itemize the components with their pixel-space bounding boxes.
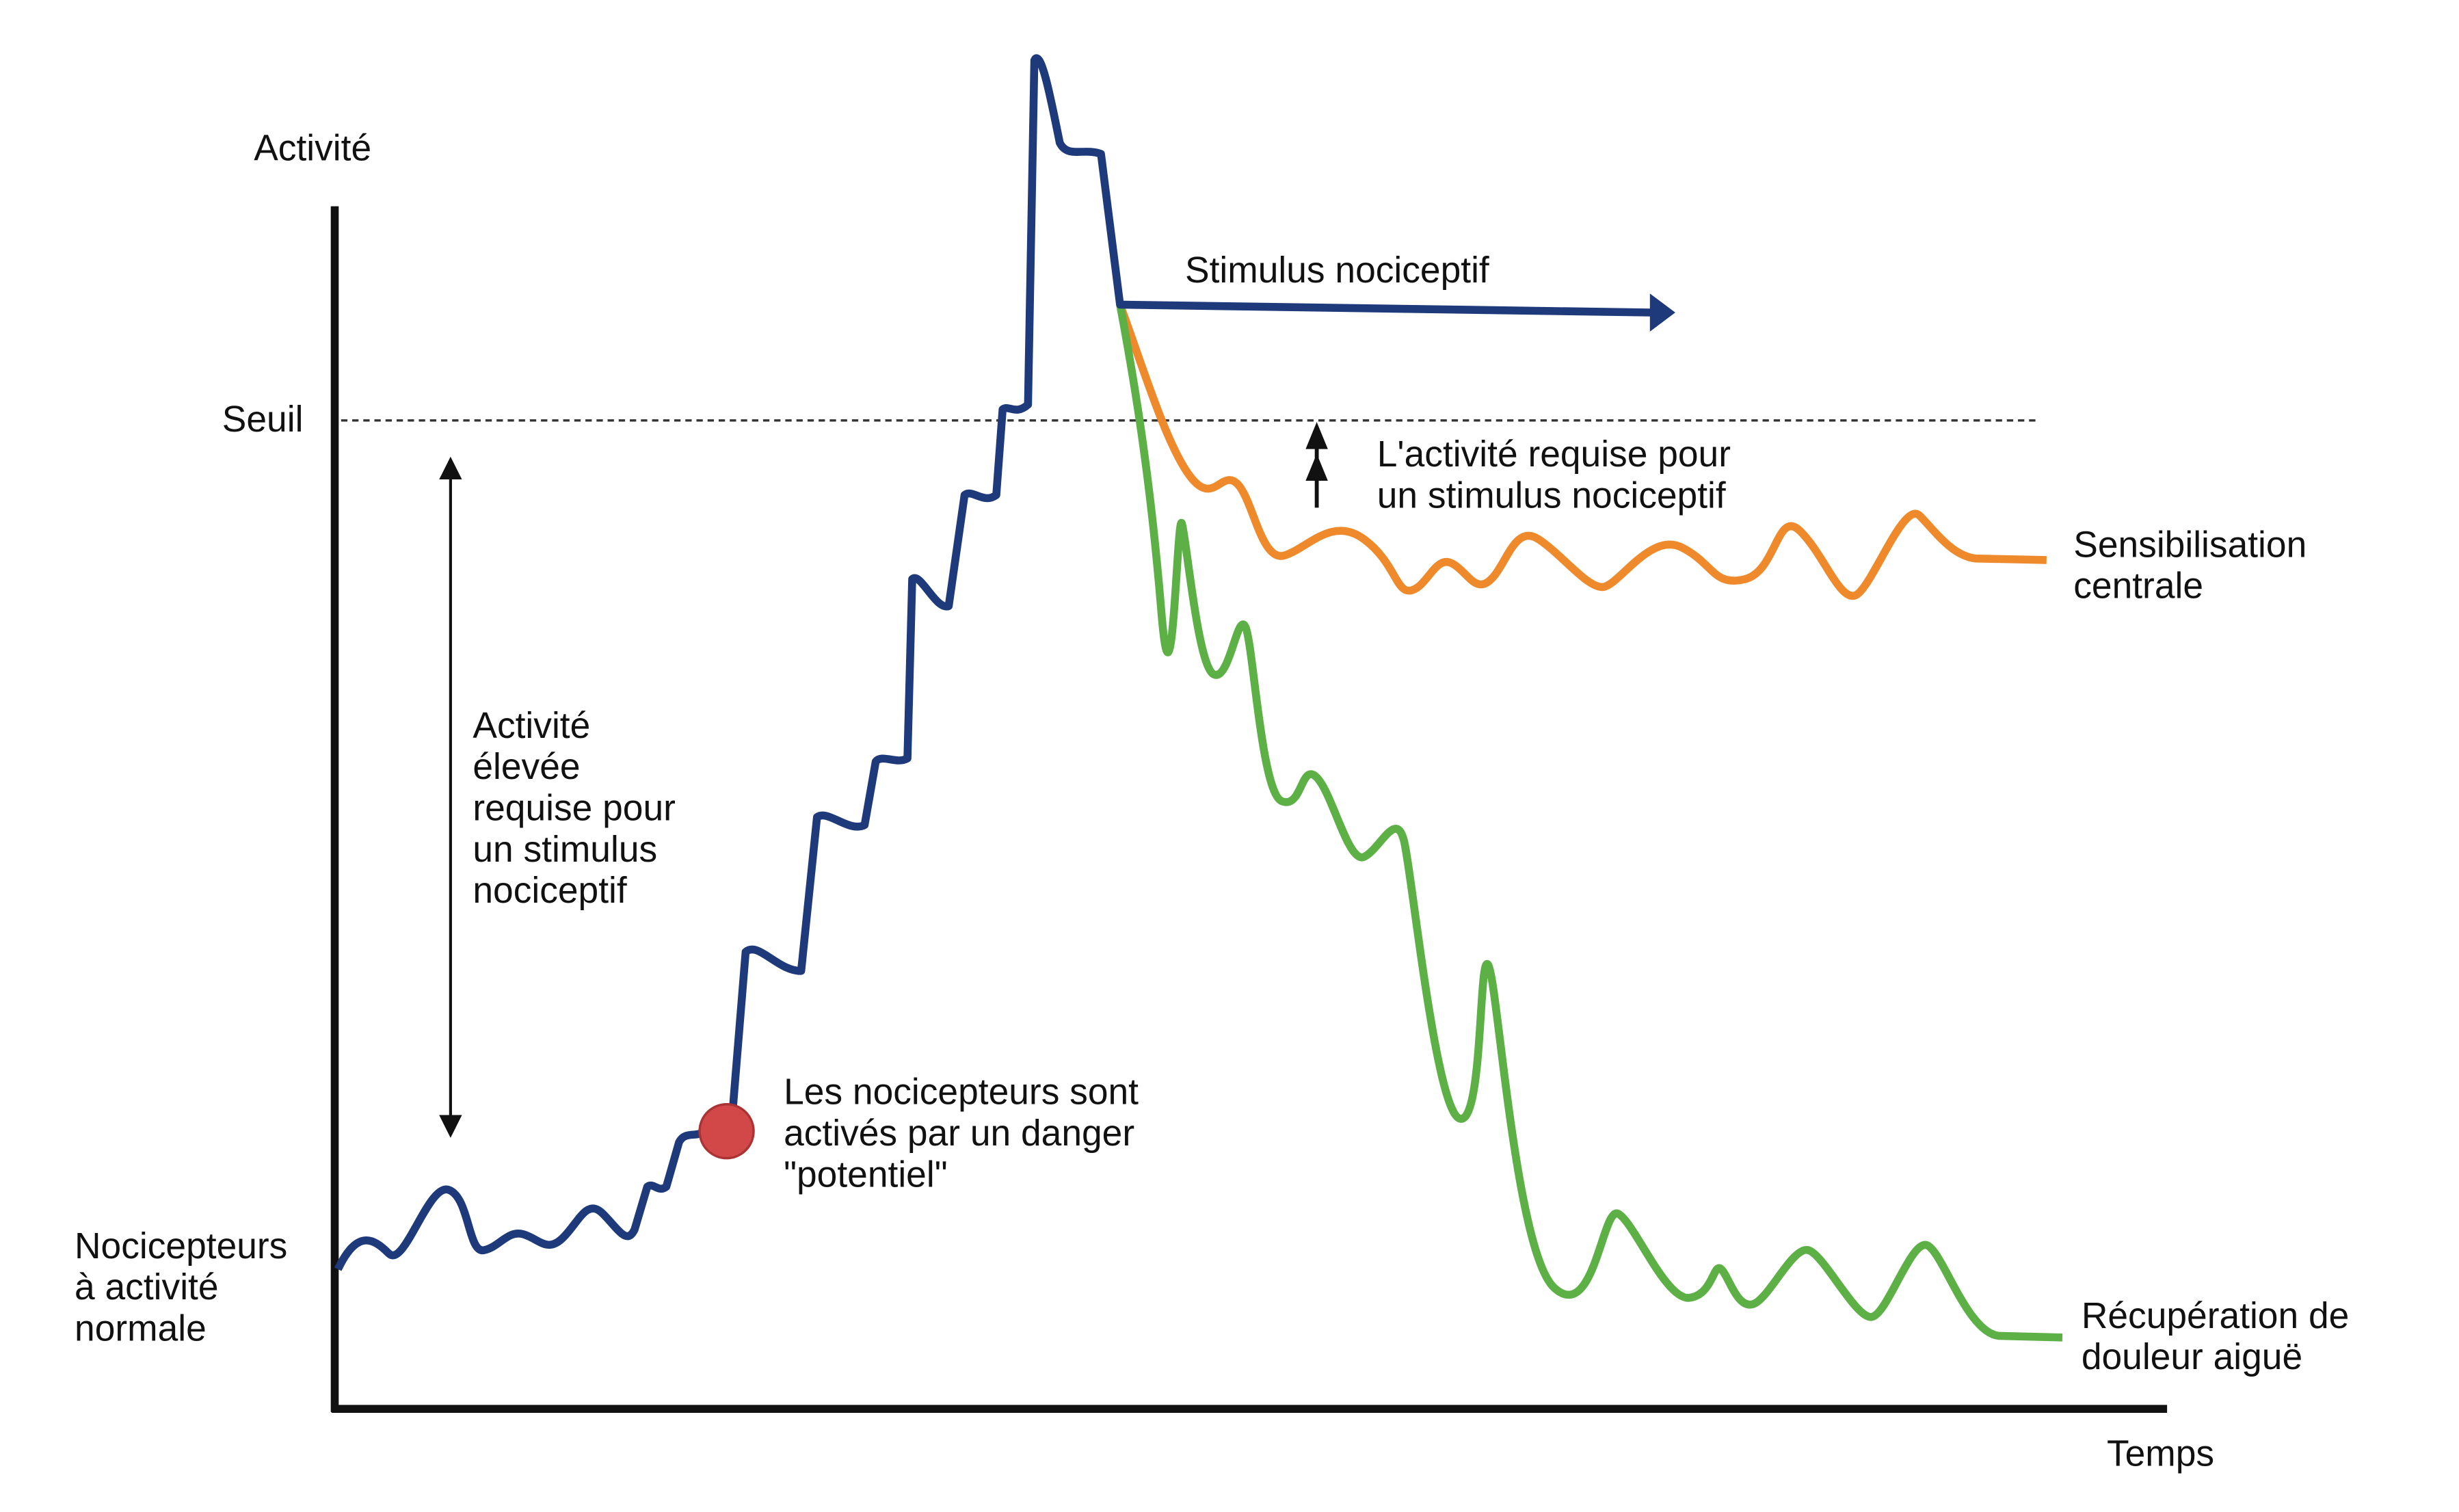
activation-point — [698, 1102, 755, 1160]
elevated-activity-label: requise pour — [473, 788, 676, 828]
sensitization-label: centrale — [2073, 566, 2203, 607]
up-arrow-head — [1305, 422, 1328, 481]
normal-activity-label: normale — [75, 1308, 207, 1349]
normal-activity-label: à activité — [75, 1267, 219, 1308]
y-axis-label: Activité — [254, 128, 371, 168]
sensitization-label: Sensibilisation — [2073, 525, 2307, 565]
activation-label: activés par un danger — [784, 1113, 1134, 1154]
elevated-activity-label: Activité — [473, 706, 590, 746]
elevated-activity-label: un stimulus — [473, 830, 657, 870]
threshold-label: Seuil — [222, 399, 304, 440]
stimulus-label: Stimulus nociceptif — [1185, 250, 1489, 291]
normal-activity-label: Nocicepteurs — [75, 1226, 287, 1266]
required-activity-label: L'activité requise pour — [1377, 434, 1731, 475]
elevated-activity-label: nociceptif — [473, 871, 627, 911]
elevated-activity-label: élevée — [473, 747, 580, 787]
required-activity-label: un stimulus nociceptif — [1377, 475, 1726, 516]
recovery-curve — [1116, 304, 2063, 1342]
sensitization-curve — [1116, 303, 2047, 600]
activation-label: Les nocicepteurs sont — [784, 1072, 1139, 1113]
stimulus-arrow-head — [1649, 293, 1675, 332]
activation-label: "potentiel" — [784, 1154, 948, 1195]
recovery-label: douleur aiguë — [2082, 1337, 2302, 1377]
x-axis-label: Temps — [2107, 1434, 2214, 1474]
activity-curve — [334, 54, 1653, 1271]
recovery-label: Récupération de — [2082, 1296, 2349, 1336]
